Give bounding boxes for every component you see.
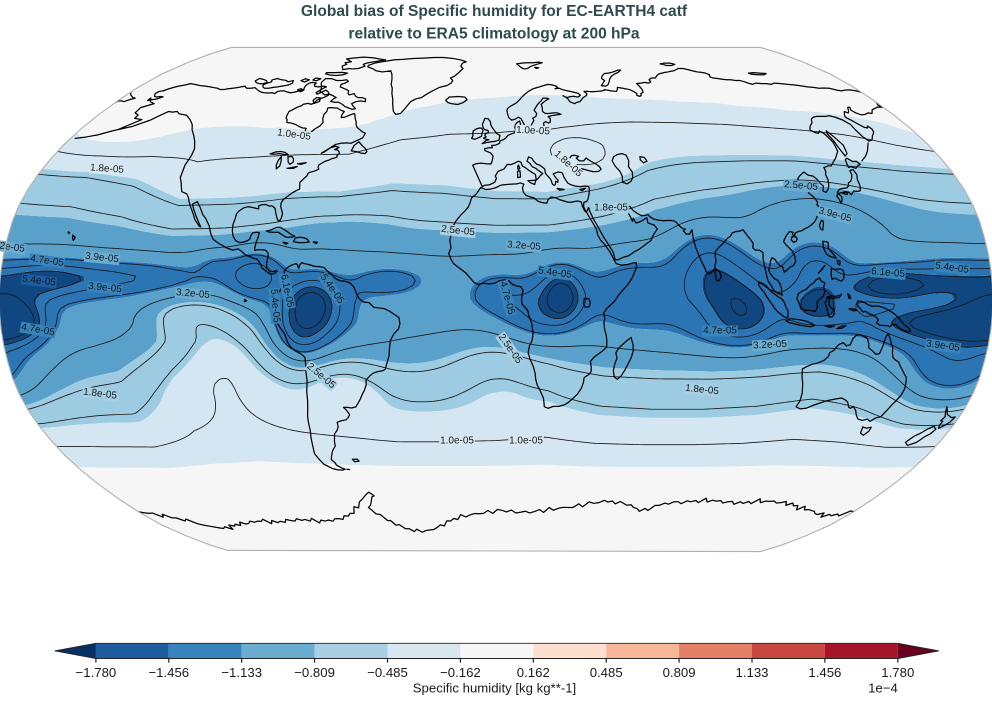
svg-text:1.456: 1.456 bbox=[808, 665, 841, 680]
svg-text:3.9e-05: 3.9e-05 bbox=[85, 251, 120, 266]
svg-text:−1.780: −1.780 bbox=[76, 665, 117, 680]
svg-text:1.8e-05: 1.8e-05 bbox=[83, 387, 118, 402]
svg-text:0.162: 0.162 bbox=[517, 665, 550, 680]
svg-text:−0.809: −0.809 bbox=[294, 665, 335, 680]
svg-text:−1.133: −1.133 bbox=[221, 665, 262, 680]
svg-text:4.7e-05: 4.7e-05 bbox=[29, 253, 65, 269]
svg-text:3.2e-05: 3.2e-05 bbox=[507, 239, 542, 252]
svg-text:−0.485: −0.485 bbox=[367, 665, 408, 680]
svg-text:1.0e-05: 1.0e-05 bbox=[440, 436, 474, 447]
svg-text:relative to ERA5 climatology a: relative to ERA5 climatology at 200 hPa bbox=[348, 25, 640, 42]
svg-text:1.8e-05: 1.8e-05 bbox=[594, 203, 628, 214]
svg-text:−0.162: −0.162 bbox=[440, 665, 481, 680]
svg-text:3.2e-05: 3.2e-05 bbox=[753, 339, 788, 352]
svg-text:−1.456: −1.456 bbox=[148, 665, 189, 680]
svg-text:Specific humidity [kg kg**-1]: Specific humidity [kg kg**-1] bbox=[413, 680, 576, 695]
svg-text:1.8e-05: 1.8e-05 bbox=[685, 383, 720, 398]
svg-text:5.4e-05: 5.4e-05 bbox=[22, 274, 57, 289]
svg-text:1.0e-05: 1.0e-05 bbox=[276, 127, 312, 143]
svg-text:2.5e-05: 2.5e-05 bbox=[441, 224, 476, 239]
svg-text:1.0e-05: 1.0e-05 bbox=[516, 125, 551, 138]
svg-text:1.780: 1.780 bbox=[881, 665, 914, 680]
svg-text:3.9e-05: 3.9e-05 bbox=[88, 281, 123, 296]
svg-text:1.0e-05: 1.0e-05 bbox=[509, 436, 543, 447]
svg-text:2.5e-05: 2.5e-05 bbox=[784, 179, 819, 193]
svg-text:3.2e-05: 3.2e-05 bbox=[176, 287, 211, 301]
svg-text:1e−4: 1e−4 bbox=[868, 680, 898, 695]
svg-text:4.7e-05: 4.7e-05 bbox=[703, 326, 737, 337]
svg-text:1.8e-05: 1.8e-05 bbox=[90, 162, 125, 175]
svg-text:3.9e-05: 3.9e-05 bbox=[925, 338, 961, 354]
svg-text:0.809: 0.809 bbox=[663, 665, 696, 680]
svg-text:6.1e-05: 6.1e-05 bbox=[871, 266, 906, 280]
svg-text:4.7e-05: 4.7e-05 bbox=[20, 322, 56, 339]
svg-text:5.4e-05: 5.4e-05 bbox=[268, 289, 282, 324]
svg-text:5.4e-05: 5.4e-05 bbox=[537, 265, 573, 281]
svg-text:1.133: 1.133 bbox=[735, 665, 768, 680]
svg-text:5.4e-05: 5.4e-05 bbox=[934, 260, 970, 276]
svg-text:Global bias of Specific humidi: Global bias of Specific humidity for EC-… bbox=[301, 3, 688, 20]
svg-text:0.485: 0.485 bbox=[590, 665, 623, 680]
